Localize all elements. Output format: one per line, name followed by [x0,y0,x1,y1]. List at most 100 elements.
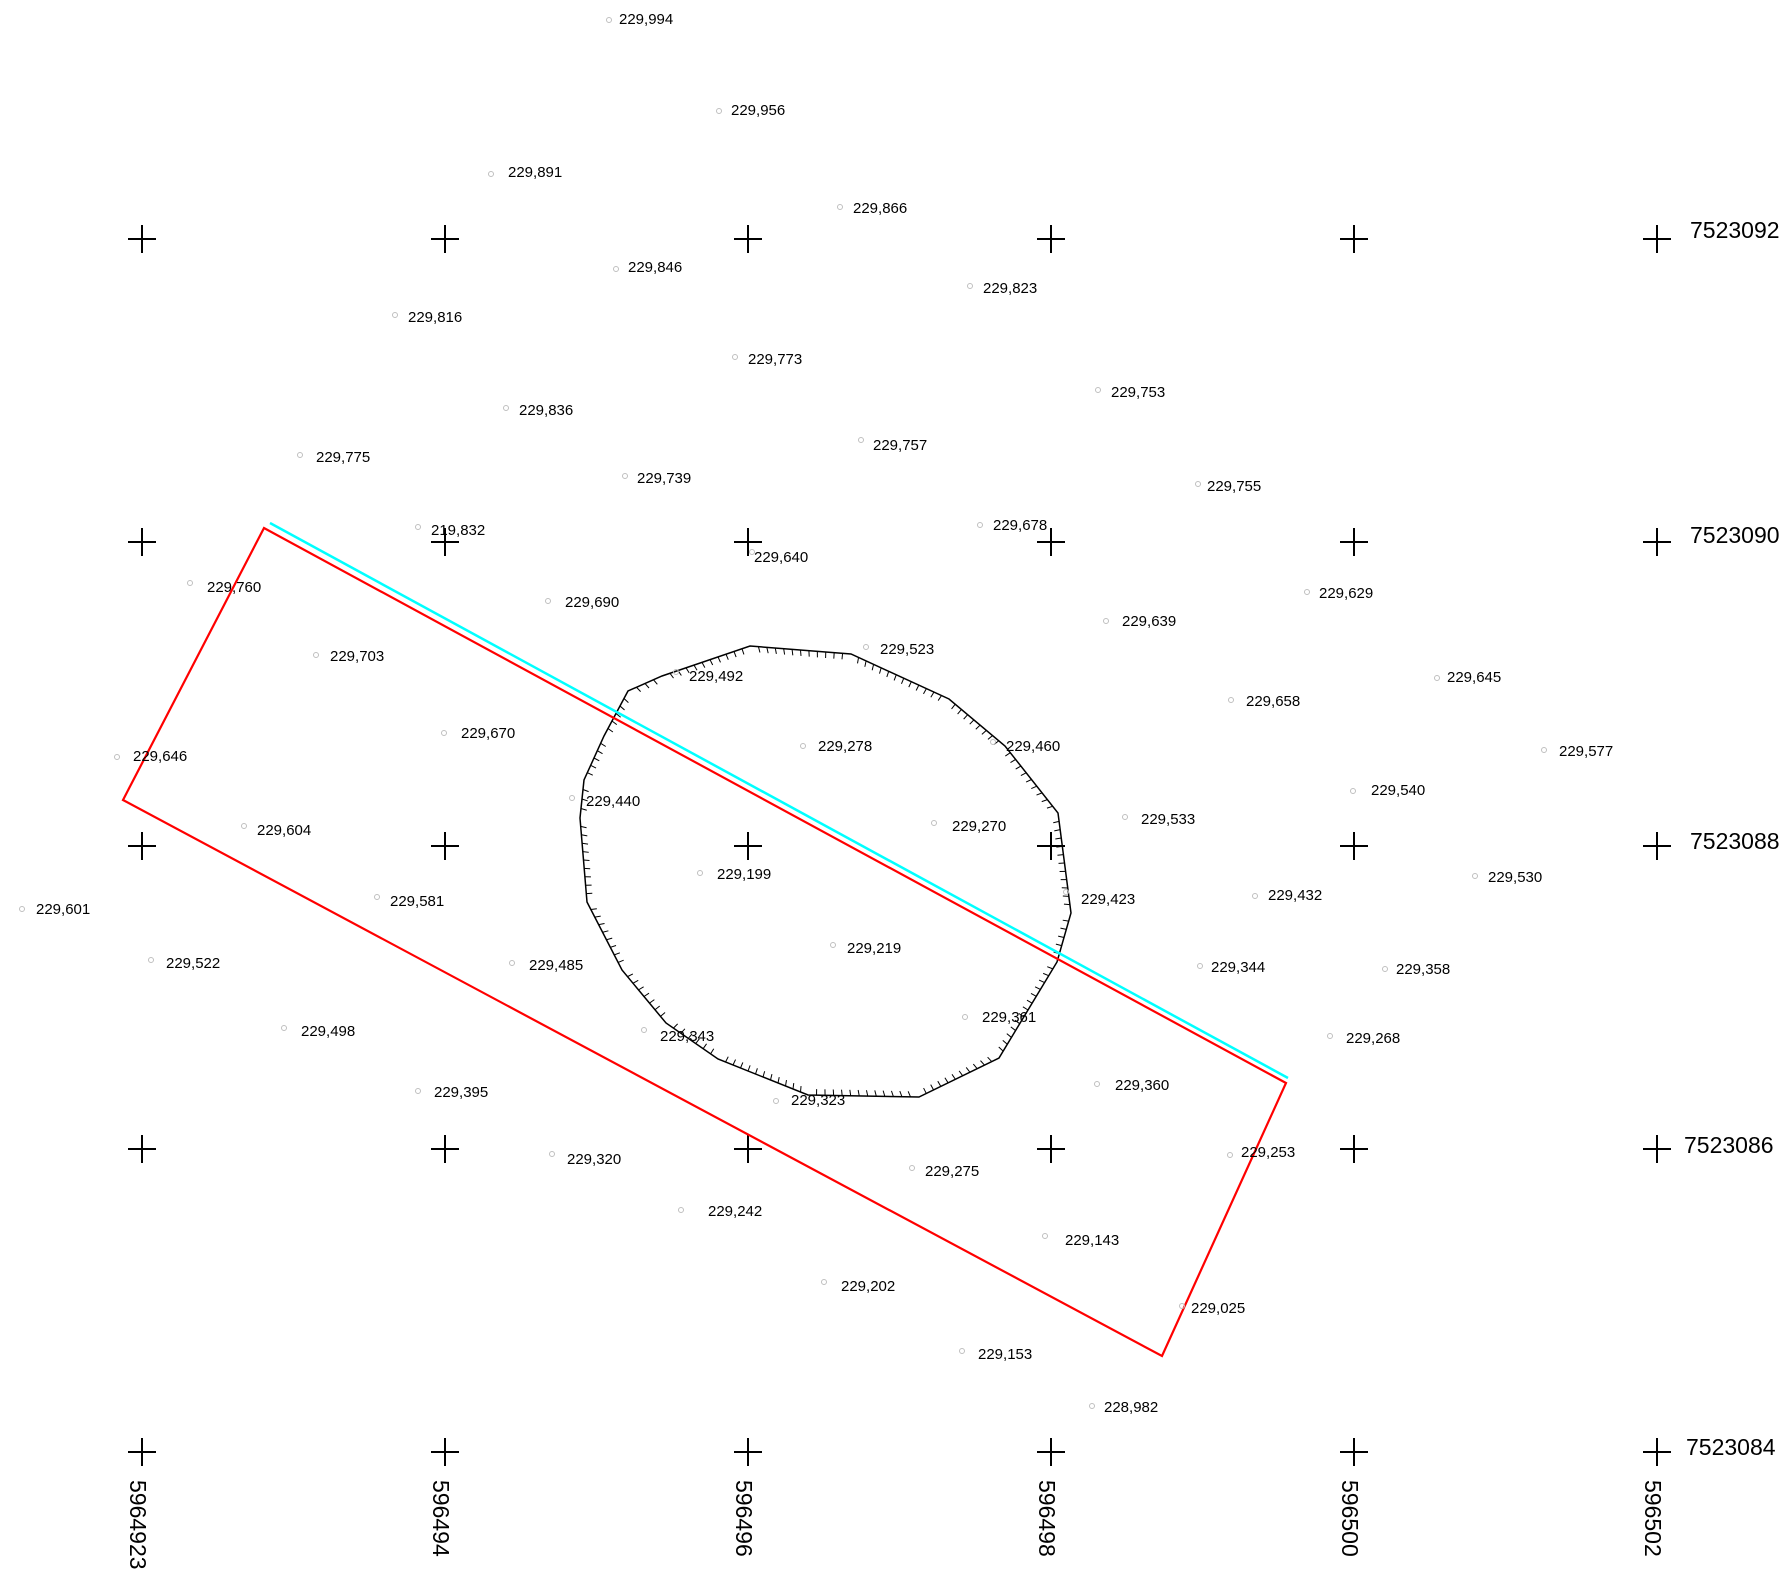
contour-tick [886,671,890,678]
contour-tick [747,1065,751,1072]
elevation-label: 229,577 [1559,743,1613,760]
contour-tick [1010,1026,1016,1031]
contour-tick [673,1023,679,1029]
y-coord-label: 7523090 [1690,522,1780,548]
contour-tick [972,1063,978,1069]
contour-tick [937,695,942,701]
elevation-label: 229,757 [873,437,927,454]
contour-tick [582,842,589,845]
contour-tick [701,662,706,668]
contour-tick [1047,966,1054,970]
contour-tick [1036,792,1043,796]
contour-tick [1005,752,1011,757]
point-marker [821,1279,827,1285]
contour-tick [654,1005,661,1011]
contour-tick [1018,1013,1025,1018]
elevation-label: 229,956 [731,102,785,119]
elevation-label: 229,646 [133,748,187,765]
contour-circle [579,645,1072,1098]
contour-tick [965,1067,971,1073]
x-coord-label: 596502 [1640,1480,1666,1557]
point-marker [697,870,703,876]
point-marker [837,204,843,210]
contour-tick [930,691,935,698]
elevation-label: 229,773 [748,351,802,368]
contour-tick [725,653,729,660]
point-marker [1042,1233,1048,1239]
point-marker [1195,481,1201,487]
elevation-label: 229,360 [1115,1077,1169,1094]
contour-tick [841,1089,843,1096]
elevation-label: 229,344 [1211,959,1265,976]
contour-tick [1026,999,1033,1004]
elevation-label: 229,604 [257,822,311,839]
contour-tick [680,1028,686,1034]
grid-cross [734,225,762,253]
point-marker [1094,1081,1100,1087]
contour-tick [740,1062,744,1069]
contour-tick [865,1090,869,1097]
elevation-label: 229,891 [508,164,562,181]
point-marker [716,108,722,114]
elevation-label: 229,522 [166,955,220,972]
contour-tick [923,1087,927,1094]
contour-tick [951,703,956,710]
grid-cross [1340,528,1368,556]
point-marker [830,942,836,948]
elevation-label: 229,242 [708,1203,762,1220]
elevation-label: 229,423 [1081,891,1135,908]
elevation-label: 229,025 [1191,1300,1245,1317]
grid-cross [128,1438,156,1466]
contour-tick [606,937,613,941]
elevation-label: 229,760 [207,579,261,596]
point-marker [673,669,679,675]
contour-tick [1038,979,1045,984]
point-marker [187,580,193,586]
point-marker [962,1014,968,1020]
point-marker [1063,889,1069,895]
contour-tick [583,859,590,862]
grid-cross [1643,225,1671,253]
grid-cross [1037,832,1065,860]
grid-cross [1643,1135,1671,1163]
contour-tick [1025,779,1032,783]
contour-tick [857,657,860,664]
point-marker [1304,589,1310,595]
x-coord-label: 596496 [731,1480,757,1557]
grid-cross [128,225,156,253]
elevation-label: 229,270 [952,818,1006,835]
boundary-rectangle [121,526,1288,1358]
contour-tick [951,1074,956,1080]
contour-tick [717,656,721,663]
point-marker [441,730,447,736]
point-marker [967,283,973,289]
point-marker [959,1348,965,1354]
contour-tick [590,764,597,769]
grid-cross [128,832,156,860]
grid-cross [1037,1135,1065,1163]
elevation-label: 229,639 [1122,613,1176,630]
contour-tick [636,686,641,692]
contour-tick [783,648,786,655]
point-marker [392,312,398,318]
contour-tick [957,709,962,715]
contour-tick [695,1038,700,1044]
point-marker [1327,1033,1333,1039]
contour-tick [1034,986,1041,990]
elevation-label: 229,755 [1207,478,1261,495]
point-marker [641,1027,647,1033]
elevation-label: 229,202 [841,1278,895,1295]
contour-tick [611,720,618,726]
contour-tick [857,1089,860,1097]
point-marker [415,524,421,530]
elevation-label: 229,670 [461,725,515,742]
elevation-label: 229,199 [717,866,771,883]
point-marker [1382,966,1388,972]
contour-tick [944,1077,949,1084]
x-coord-label: 5964923 [125,1480,151,1570]
point-marker [114,754,120,760]
grid-cross [1340,225,1368,253]
contour-tick [864,660,867,667]
contour-tick [874,1090,877,1097]
contour-tick [725,1056,729,1063]
